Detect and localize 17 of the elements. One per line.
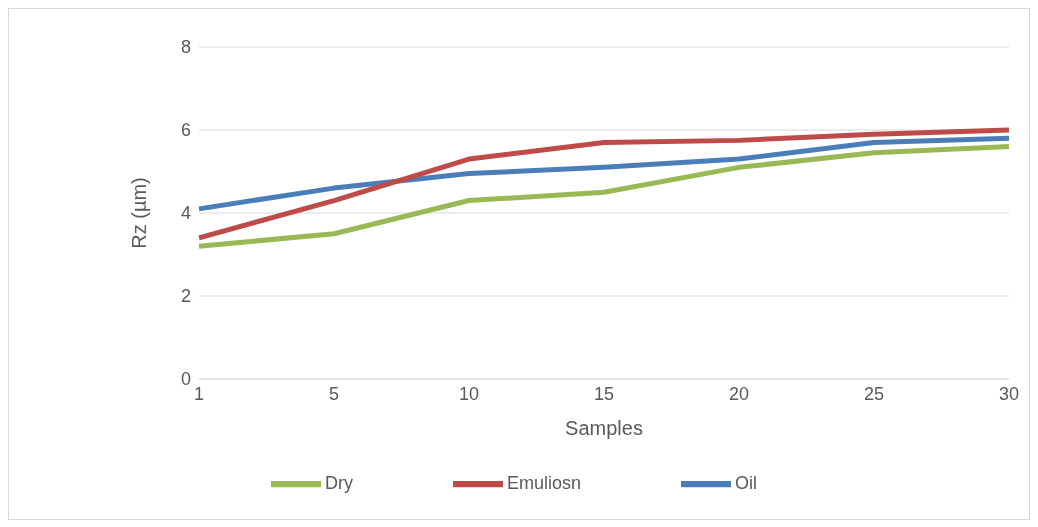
y-axis-title: Rz (µm): [128, 177, 151, 249]
legend-label: Emuliosn: [506, 472, 582, 493]
y-tick-label: 2: [180, 286, 191, 307]
x-tick-label: 5: [328, 383, 340, 404]
legend-label: Dry: [324, 472, 353, 493]
y-tick-label: 4: [180, 203, 191, 224]
y-tick-label: 0: [180, 369, 191, 390]
y-tick-label: 6: [180, 120, 191, 141]
legend-label: Oil: [735, 472, 758, 493]
x-tick-label: 25: [863, 383, 885, 404]
x-tick-label: 1: [193, 383, 205, 404]
x-axis-title: Samples: [565, 417, 643, 439]
x-tick-label: 20: [728, 383, 750, 404]
x-tick-label: 15: [593, 383, 615, 404]
x-tick-label: 10: [458, 383, 480, 404]
x-tick-label: 30: [998, 383, 1020, 404]
y-tick-label: 8: [180, 37, 191, 58]
